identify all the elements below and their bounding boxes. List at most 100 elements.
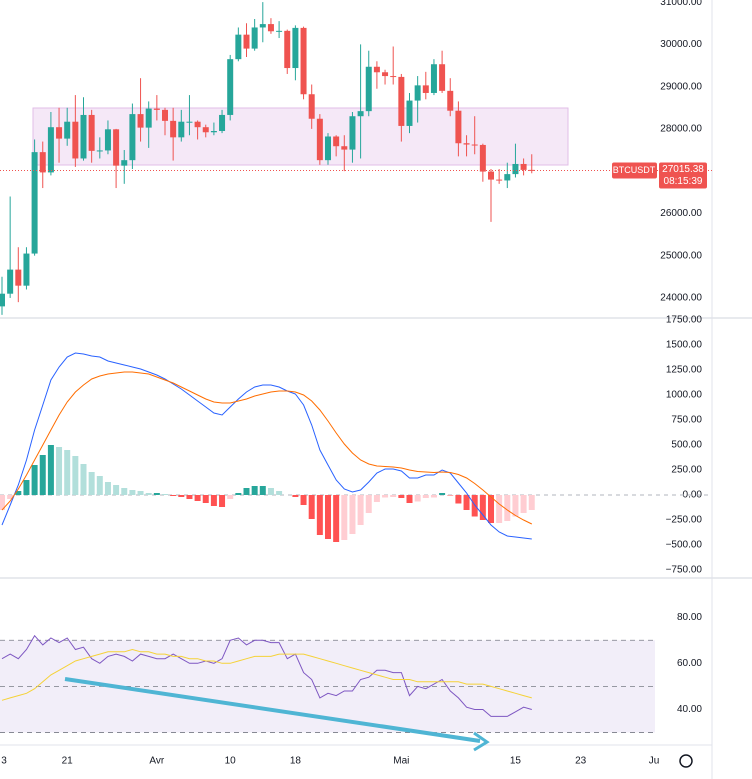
- histogram-bar: [243, 488, 250, 495]
- candle-body: [219, 114, 226, 132]
- histogram-bar: [96, 476, 103, 495]
- histogram-bar: [325, 495, 331, 539]
- histogram-bar: [414, 495, 421, 502]
- histogram-bar: [447, 495, 454, 496]
- y-tick-label: 500.00: [671, 440, 702, 451]
- y-tick-label: 40.00: [677, 704, 702, 715]
- histogram-bar: [528, 495, 535, 510]
- histogram-bar: [129, 490, 136, 495]
- candle-body: [365, 66, 372, 112]
- candle-body: [520, 163, 527, 170]
- histogram-bar: [64, 450, 71, 495]
- histogram-bar: [430, 495, 437, 498]
- settings-icon[interactable]: [679, 754, 693, 768]
- y-tick-label: 25000.00: [660, 250, 702, 261]
- symbol-label: BTCUSDT: [613, 165, 656, 175]
- candle-body: [316, 118, 323, 161]
- range-box: [32, 107, 569, 166]
- candle-body: [479, 144, 486, 172]
- candle-body: [512, 163, 519, 175]
- last-price-label: 27015.38: [662, 164, 704, 175]
- y-tick-label: −750.00: [666, 565, 703, 576]
- candle-body: [341, 146, 348, 150]
- candle-body: [80, 114, 87, 159]
- candle-body: [390, 76, 397, 78]
- candle-body: [422, 85, 429, 93]
- candle-body: [104, 129, 111, 151]
- y-tick-label: 26000.00: [660, 208, 702, 219]
- histogram-bar: [316, 495, 323, 535]
- candle-body: [137, 114, 144, 128]
- macd-line: [1, 352, 532, 540]
- y-tick-label: 750.00: [671, 415, 702, 426]
- histogram-bar: [137, 491, 144, 495]
- histogram-bar: [72, 456, 79, 495]
- candle-body: [488, 171, 494, 180]
- candle-body: [430, 64, 437, 93]
- candle-body: [373, 66, 380, 73]
- y-tick-label: 250.00: [671, 465, 702, 476]
- histogram-bar: [406, 495, 413, 503]
- trend-arrow: [473, 731, 490, 752]
- histogram-bar: [308, 495, 315, 519]
- histogram-bar: [488, 495, 494, 523]
- histogram-bar: [520, 495, 527, 513]
- histogram-bar: [349, 495, 356, 534]
- rsi-line: [1, 648, 532, 701]
- histogram-bar: [357, 495, 364, 525]
- candle-body: [333, 136, 340, 147]
- histogram-bar: [178, 495, 185, 497]
- y-tick-label: 31000.00: [660, 0, 702, 8]
- y-tick-label: 1750.00: [666, 315, 703, 326]
- histogram-bar: [300, 495, 307, 505]
- histogram-bar: [0, 495, 5, 510]
- x-tick-label: 21: [62, 756, 74, 767]
- histogram-bar: [80, 464, 87, 495]
- x-tick-label: 15: [510, 756, 522, 767]
- histogram-bar: [113, 485, 120, 495]
- histogram-bar: [227, 495, 234, 499]
- y-tick-label: 30000.00: [660, 39, 702, 50]
- histogram-bar: [47, 445, 54, 495]
- histogram-bar: [235, 493, 242, 495]
- candle-body: [170, 120, 177, 138]
- histogram-bar: [259, 486, 266, 495]
- candle-body: [308, 94, 315, 119]
- histogram-bar: [145, 493, 152, 495]
- candle-body: [88, 114, 95, 151]
- candle-body: [235, 34, 242, 60]
- candle-body: [292, 27, 299, 69]
- histogram-bar: [219, 495, 226, 507]
- histogram-bar: [341, 495, 348, 540]
- histogram-bar: [202, 495, 209, 503]
- histogram-bar: [162, 494, 168, 495]
- histogram-bar: [422, 495, 429, 498]
- x-tick-label: 23: [575, 756, 587, 767]
- candle-body: [0, 293, 5, 307]
- histogram-bar: [373, 495, 380, 502]
- histogram-bar: [276, 491, 283, 495]
- candle-body: [406, 100, 413, 126]
- histogram-bar: [365, 495, 372, 513]
- candle-body: [300, 27, 307, 95]
- histogram-bar: [479, 495, 486, 520]
- candle-body: [113, 129, 120, 166]
- candle-body: [504, 174, 511, 181]
- histogram-bar: [31, 465, 38, 495]
- x-tick-label: Avr: [149, 756, 164, 767]
- candle-body: [259, 24, 266, 28]
- candle-body: [496, 179, 503, 181]
- candle-body: [210, 131, 217, 133]
- candle-body: [267, 24, 274, 32]
- candle-body: [349, 116, 356, 150]
- y-tick-label: 29000.00: [660, 81, 702, 92]
- candle-body: [7, 269, 14, 294]
- histogram-bar: [512, 495, 519, 517]
- y-tick-label: 1250.00: [666, 365, 703, 376]
- candle-body: [447, 90, 454, 111]
- candle-body: [15, 269, 22, 286]
- histogram-bar: [463, 495, 470, 510]
- histogram-bar: [251, 486, 258, 495]
